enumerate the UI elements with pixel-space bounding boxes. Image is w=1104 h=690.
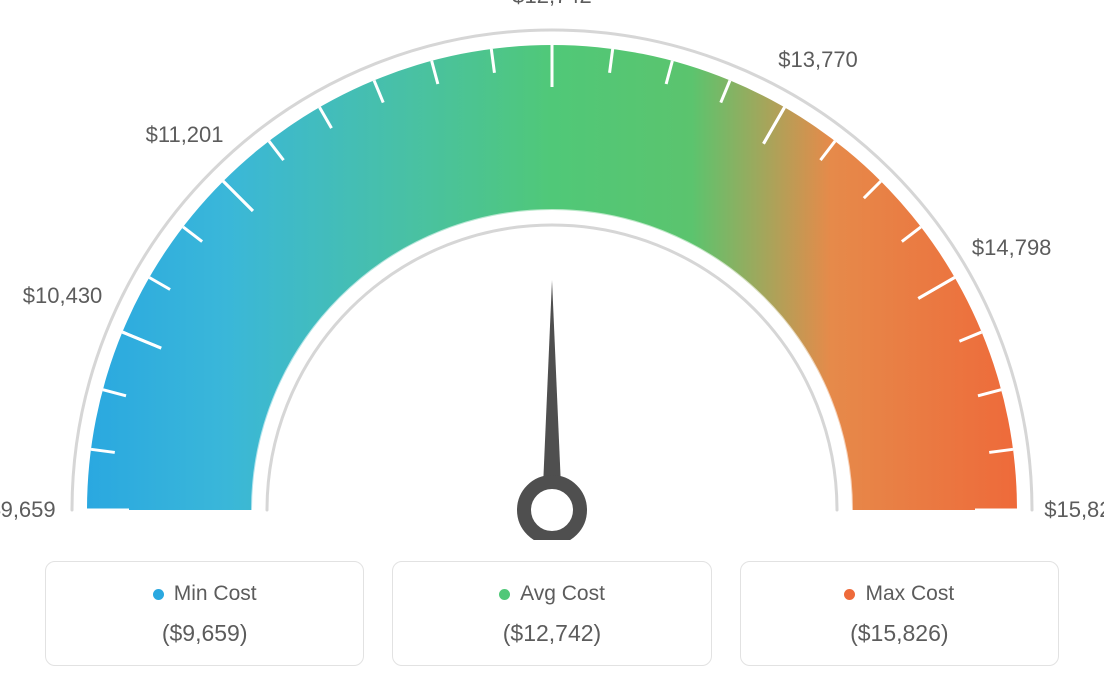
avg-cost-dot [499,589,510,600]
gauge-area: $9,659 $10,430 $11,201 $12,742 $13,770 $14,79… [0,0,1104,540]
max-cost-label: Max Cost [865,582,954,606]
max-cost-header: Max Cost [844,582,954,606]
avg-cost-card: Avg Cost ($12,742) [392,561,711,666]
avg-cost-header: Avg Cost [499,582,605,606]
min-cost-label: Min Cost [174,582,257,606]
min-cost-card: Min Cost ($9,659) [45,561,364,666]
min-cost-dot [153,589,164,600]
gauge-svg [0,0,1104,540]
gauge-tick-label: $13,770 [778,47,858,73]
gauge-tick-label: $11,201 [146,122,224,148]
avg-cost-label: Avg Cost [520,582,605,606]
min-cost-value: ($9,659) [56,620,353,647]
gauge-chart-container: $9,659 $10,430 $11,201 $12,742 $13,770 $14,79… [0,0,1104,690]
summary-cards: Min Cost ($9,659) Avg Cost ($12,742) Max… [45,561,1059,666]
max-cost-value: ($15,826) [751,620,1048,647]
min-cost-header: Min Cost [153,582,257,606]
gauge-tick-label: $10,430 [23,283,103,309]
gauge-tick-label: $9,659 [0,497,56,523]
gauge-tick-label: $14,798 [972,235,1052,261]
max-cost-card: Max Cost ($15,826) [740,561,1059,666]
avg-cost-value: ($12,742) [403,620,700,647]
gauge-tick-label: $12,742 [512,0,592,9]
max-cost-dot [844,589,855,600]
gauge-tick-label: $15,826 [1044,497,1104,523]
